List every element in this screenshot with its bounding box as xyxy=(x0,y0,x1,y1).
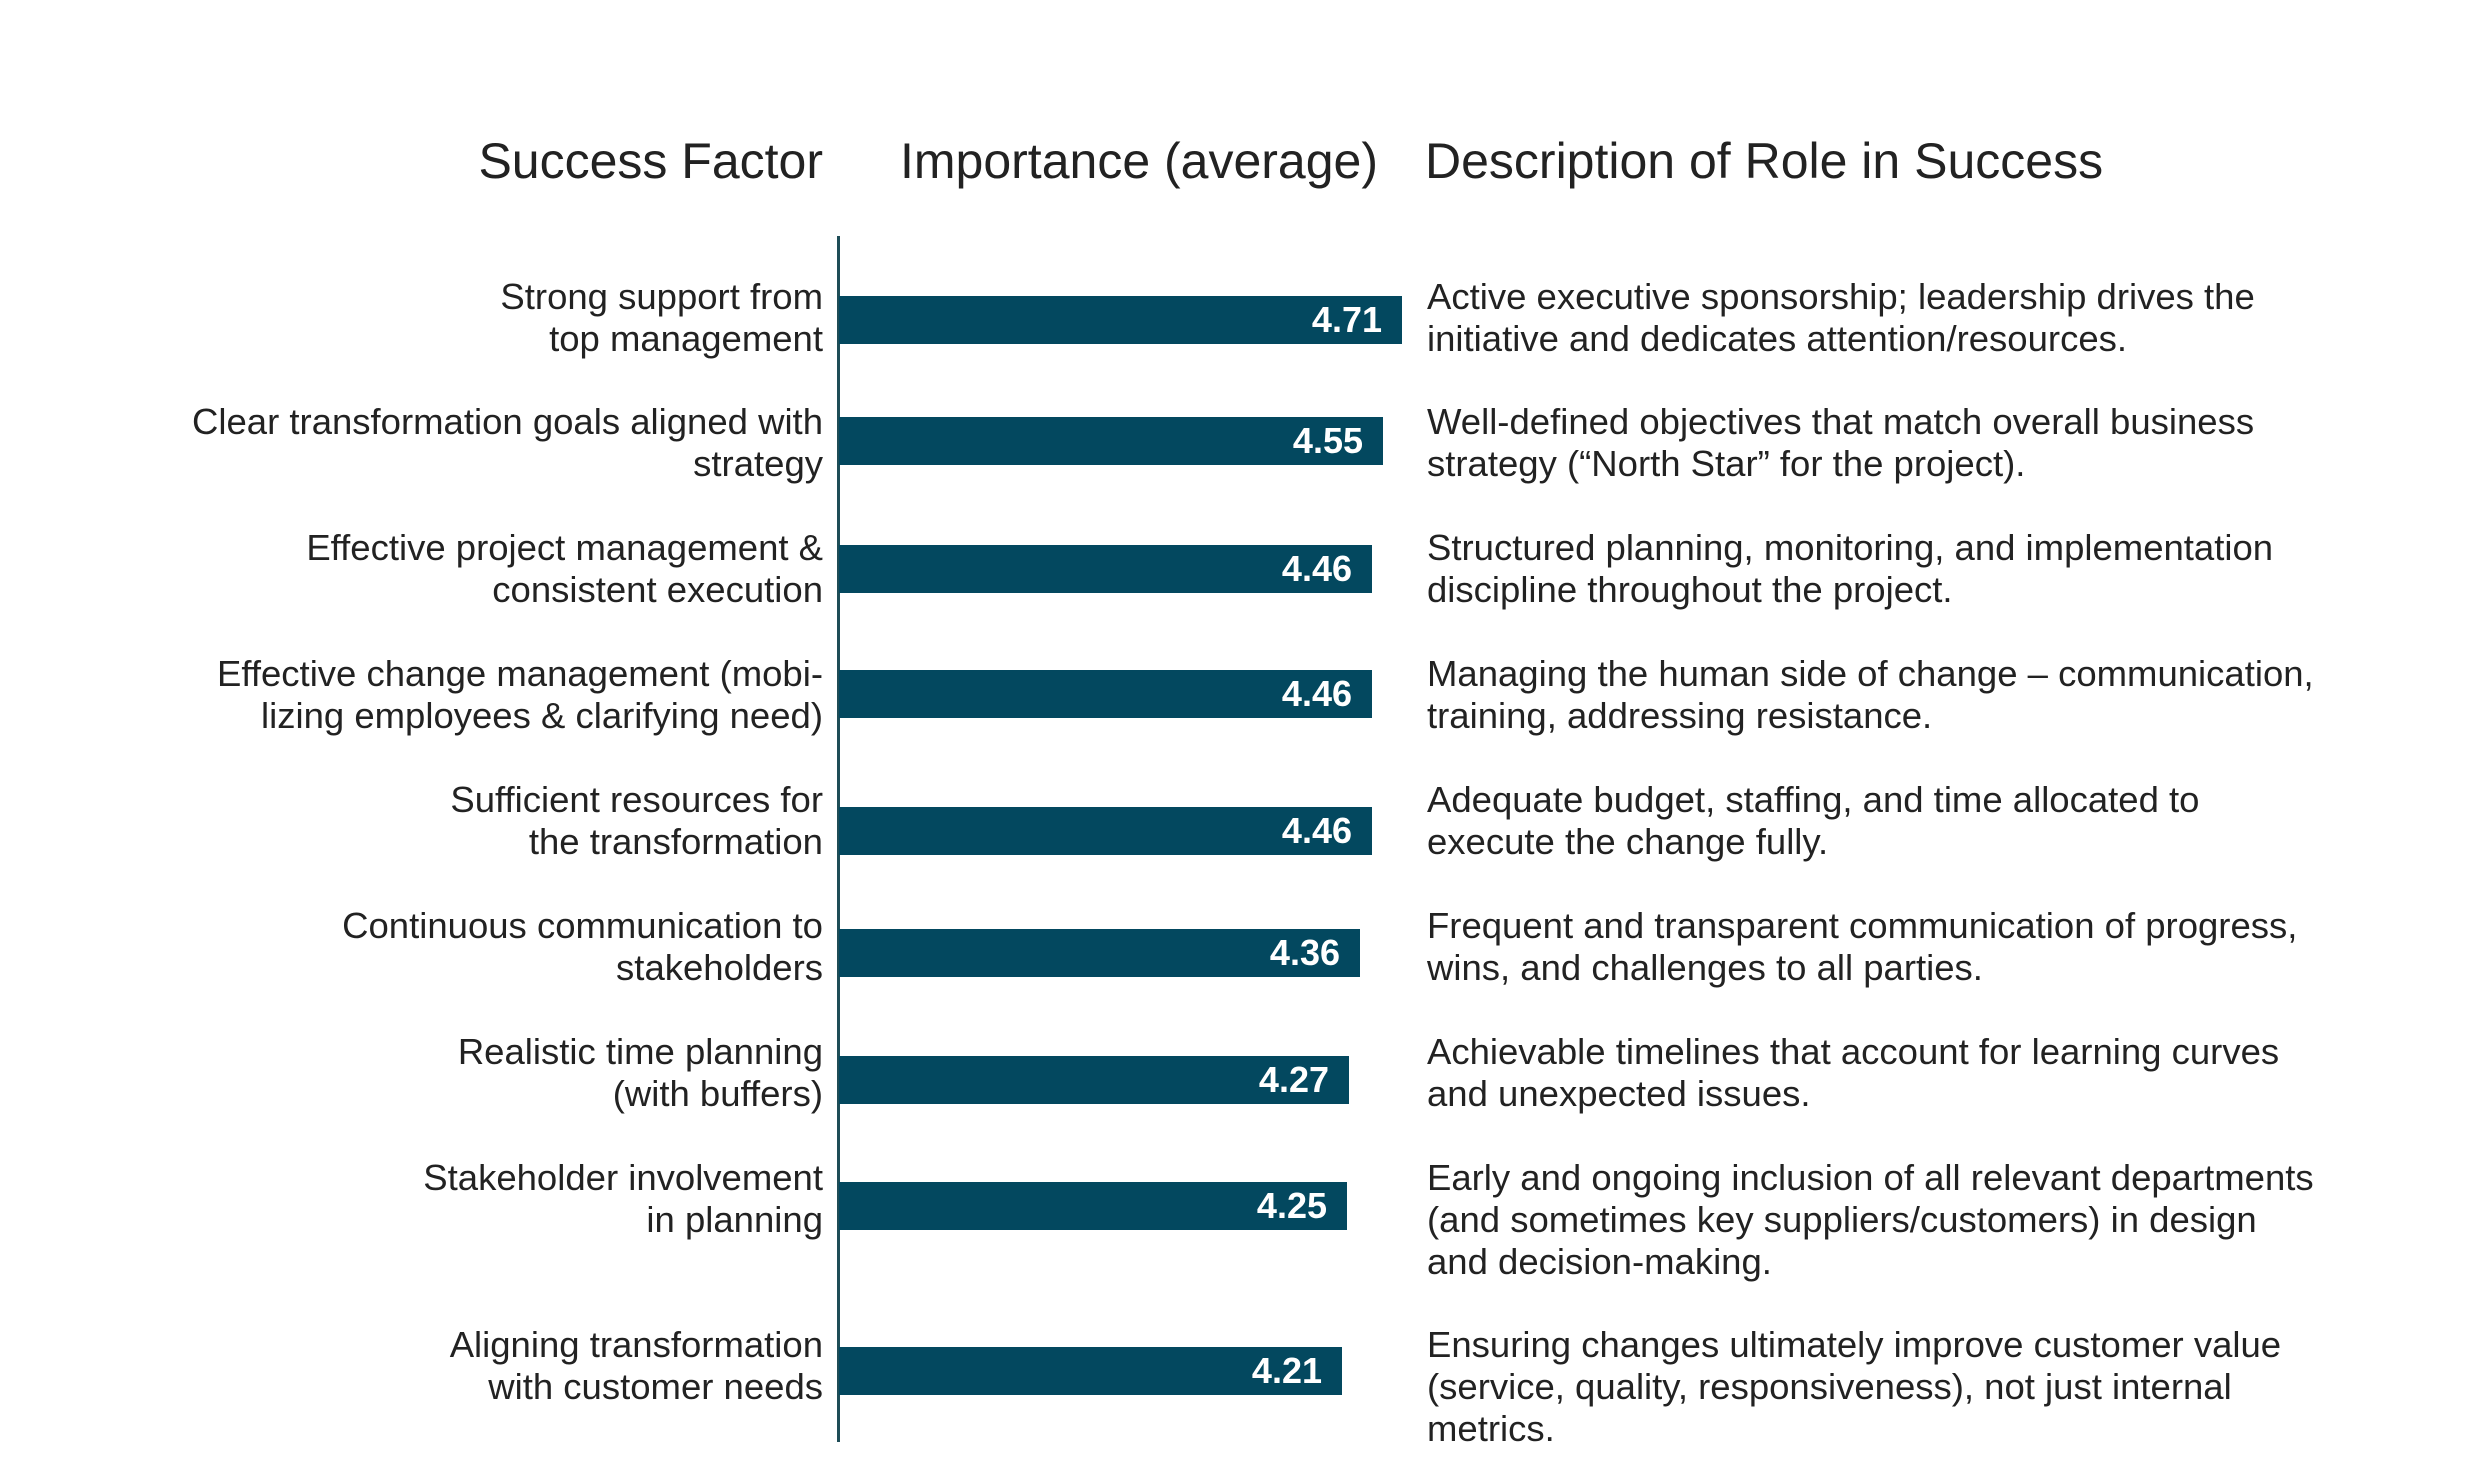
role-description: Early and ongoing inclusion of all relev… xyxy=(1427,1157,2314,1282)
role-description: Ensuring changes ultimately improve cust… xyxy=(1427,1324,2282,1449)
importance-bar: 4.27 xyxy=(839,1056,1349,1104)
importance-bar: 4.46 xyxy=(839,670,1372,718)
importance-value-label: 4.46 xyxy=(1281,548,1352,589)
importance-value-label: 4.25 xyxy=(1256,1185,1327,1226)
success-factor-label: Effective change management (mobi- lizin… xyxy=(217,653,823,736)
y-axis-line xyxy=(837,236,840,1442)
success-factor-label: Sufficient resources for the transformat… xyxy=(450,779,823,862)
importance-value-label: 4.46 xyxy=(1281,810,1352,851)
role-description: Achievable timelines that account for le… xyxy=(1427,1031,2280,1114)
success-factor-label: Stakeholder involvement in planning xyxy=(423,1157,823,1240)
importance-bar: 4.46 xyxy=(839,545,1372,593)
success-factor-label: Strong support from top management xyxy=(500,276,823,359)
success-factor-label: Continuous communication to stakeholders xyxy=(342,905,823,988)
header-success-factor: Success Factor xyxy=(478,133,823,189)
success-factor-label: Realistic time planning (with buffers) xyxy=(457,1031,823,1114)
importance-value-label: 4.36 xyxy=(1269,932,1340,973)
importance-value-label: 4.27 xyxy=(1258,1059,1329,1100)
role-description: Well-defined objectives that match overa… xyxy=(1427,401,2255,484)
success-factor-label: Aligning transformation with customer ne… xyxy=(449,1324,823,1407)
importance-value-label: 4.21 xyxy=(1251,1350,1322,1391)
role-description: Managing the human side of change – comm… xyxy=(1427,653,2314,736)
importance-bar: 4.36 xyxy=(839,929,1360,977)
importance-bar: 4.21 xyxy=(839,1347,1342,1395)
importance-bar: 4.71 xyxy=(839,296,1402,344)
success-factor-label: Effective project management & consisten… xyxy=(306,527,823,610)
role-description: Structured planning, monitoring, and imp… xyxy=(1427,527,2274,610)
importance-value-label: 4.46 xyxy=(1281,673,1352,714)
importance-bar: 4.25 xyxy=(839,1182,1347,1230)
header-importance: Importance (average) xyxy=(900,133,1379,189)
importance-bar: 4.46 xyxy=(839,807,1372,855)
success-factor-label: Clear transformation goals aligned with … xyxy=(192,401,823,484)
importance-value-label: 4.71 xyxy=(1311,299,1382,340)
importance-bar: 4.55 xyxy=(839,417,1383,465)
role-description: Adequate budget, staffing, and time allo… xyxy=(1427,779,2200,862)
role-description: Frequent and transparent communication o… xyxy=(1427,905,2298,988)
importance-value-label: 4.55 xyxy=(1292,420,1363,461)
role-description: Active executive sponsorship; leadership… xyxy=(1427,276,2255,359)
header-description: Description of Role in Success xyxy=(1425,133,2104,189)
